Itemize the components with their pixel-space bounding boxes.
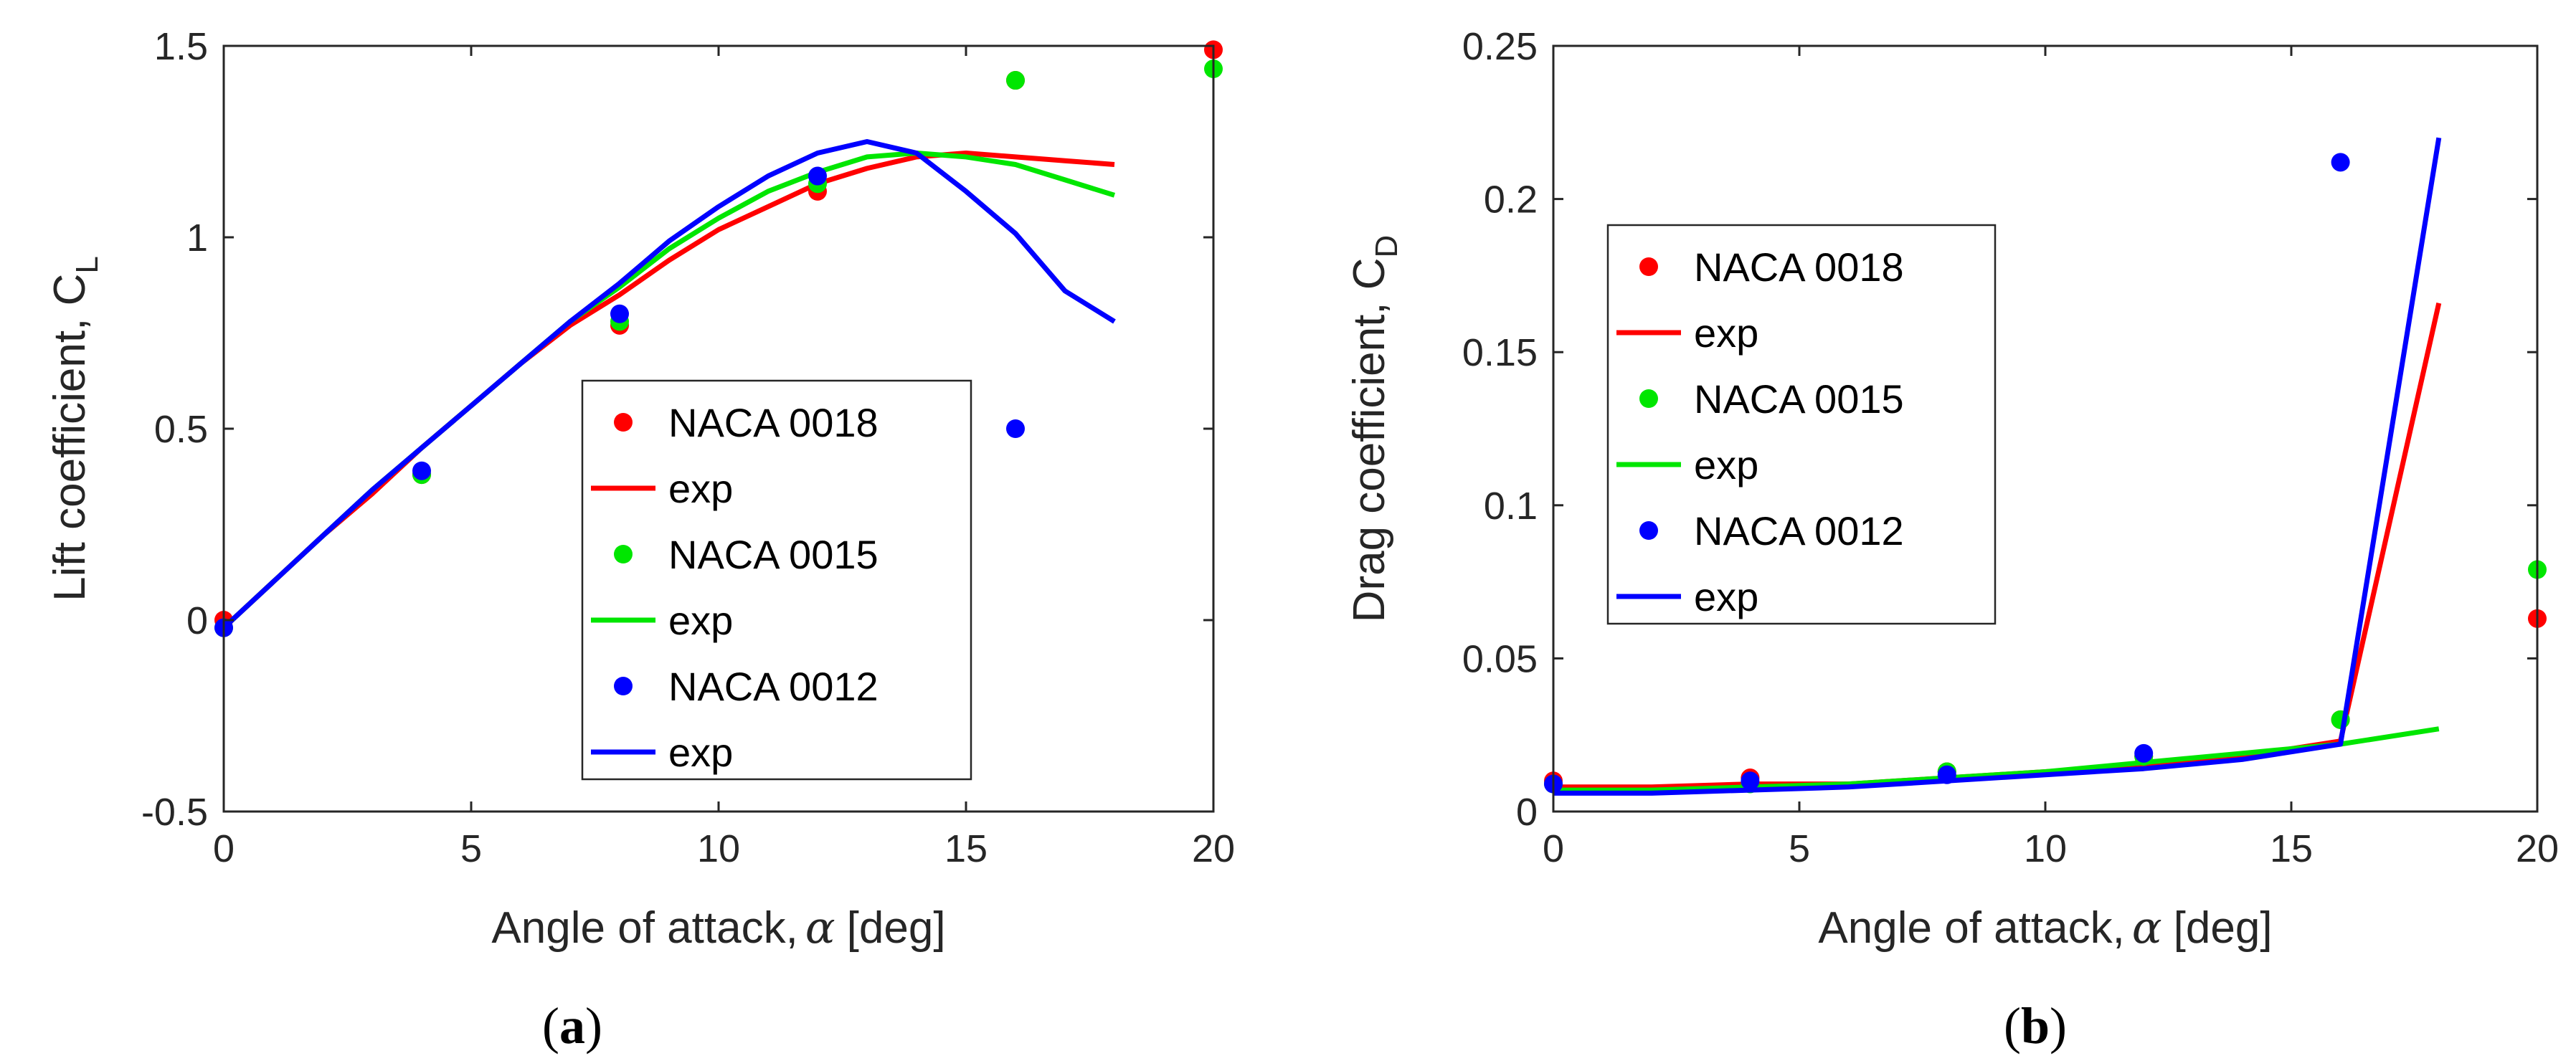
- legend-marker-swatch: [614, 545, 633, 563]
- x-tick-label: 20: [1192, 827, 1235, 870]
- panel-a-label: (a): [542, 997, 602, 1055]
- panel-b-ticks: 0 5 10 15 20 0 0.05 0.1 0.15 0.2 0.25: [1462, 25, 2559, 870]
- panel-b-legend-box: [1606, 224, 1997, 625]
- legend-label: NACA 0012: [668, 664, 879, 709]
- legend-label: exp: [1694, 574, 1758, 619]
- data-point: [1006, 419, 1025, 438]
- legend-label: NACA 0015: [668, 532, 879, 577]
- data-point: [1741, 771, 1760, 791]
- legend-label: exp: [1694, 310, 1758, 356]
- legend-marker-swatch: [614, 677, 633, 695]
- panel-a-legend-items: NACA 0018 exp NACA 0015 exp NACA 0012 exp: [591, 400, 879, 775]
- panel-a-ticks: 0 5 10 15 20-0.500.511.5: [141, 25, 1235, 870]
- legend-label: exp: [1694, 442, 1758, 487]
- y-tick-label: 0.1: [1484, 485, 1538, 528]
- y-tick-label: -0.5: [141, 791, 208, 834]
- data-point: [2134, 743, 2154, 763]
- panel-a-legend-box: [581, 379, 972, 781]
- panel-b-legend-items: NACA 0018 exp NACA 0015 exp NACA 0012 exp: [1616, 244, 1904, 619]
- data-point: [2331, 153, 2350, 172]
- data-point: [808, 166, 827, 186]
- panel-b-drag-chart: 0 5 10 15 20 0 0.05 0.1 0.15 0.2 0.25 Drag coeffic…: [1345, 25, 2559, 1055]
- x-tick-label: 0: [213, 827, 235, 870]
- series-line-5: [1553, 137, 2442, 796]
- legend-label: NACA 0018: [668, 400, 879, 445]
- series-line-5: [222, 139, 1116, 630]
- x-tick-label: 0: [1543, 827, 1564, 870]
- y-tick-label: 1.5: [154, 25, 208, 68]
- y-tick-label: 0.2: [1484, 179, 1538, 222]
- y-tick-label: 0: [1516, 791, 1538, 834]
- y-tick-label: 0.25: [1462, 25, 1538, 68]
- y-tick-label: 0: [186, 599, 208, 642]
- panel-b-legend: NACA 0018 exp NACA 0015 exp NACA 0012 exp: [1606, 224, 1997, 625]
- legend-marker-swatch: [1639, 389, 1658, 408]
- series-line-3: [1553, 726, 2440, 793]
- x-tick-label: 20: [2516, 827, 2559, 870]
- y-tick-label: 0.15: [1462, 331, 1538, 374]
- legend-label: NACA 0018: [1694, 244, 1904, 290]
- data-point: [610, 304, 629, 323]
- x-tick-label: 5: [1789, 827, 1810, 870]
- x-tick-label: 15: [2270, 827, 2313, 870]
- x-tick-label: 10: [2024, 827, 2067, 870]
- panel-a-x-axis-label: Angle of attack, α [deg]: [491, 901, 945, 953]
- legend-label: NACA 0015: [1694, 376, 1904, 422]
- panel-a-y-axis-label: Lift coefficient, CL: [45, 256, 105, 601]
- panel-b-series: [1544, 137, 2547, 796]
- legend-label: exp: [668, 598, 733, 643]
- x-tick-label: 5: [460, 827, 482, 870]
- y-tick-label: 0.5: [154, 408, 208, 451]
- data-point: [412, 461, 431, 480]
- x-tick-label: 10: [697, 827, 740, 870]
- panel-b-y-axis-label: Drag coefficient, CD: [1345, 235, 1404, 623]
- y-tick-label: 0.05: [1462, 637, 1538, 680]
- legend-marker-swatch: [1639, 521, 1658, 540]
- legend-label: exp: [668, 730, 733, 775]
- panel-a-legend: NACA 0018 exp NACA 0015 exp NACA 0012 exp: [581, 379, 972, 781]
- panel-a-lift-chart: 0 5 10 15 20-0.500.511.5 Lift coefficient, C…: [45, 25, 1235, 1055]
- data-point: [1006, 71, 1025, 90]
- panel-b-label: (b): [2004, 997, 2067, 1055]
- legend-label: NACA 0012: [1694, 508, 1904, 553]
- x-tick-label: 15: [944, 827, 988, 870]
- y-tick-label: 1: [186, 217, 208, 260]
- legend-marker-swatch: [1639, 257, 1658, 276]
- legend-label: exp: [668, 466, 733, 511]
- series-line-1: [222, 151, 1115, 630]
- legend-marker-swatch: [614, 413, 633, 432]
- panel-b-x-axis-label: Angle of attack, α [deg]: [1818, 901, 2272, 953]
